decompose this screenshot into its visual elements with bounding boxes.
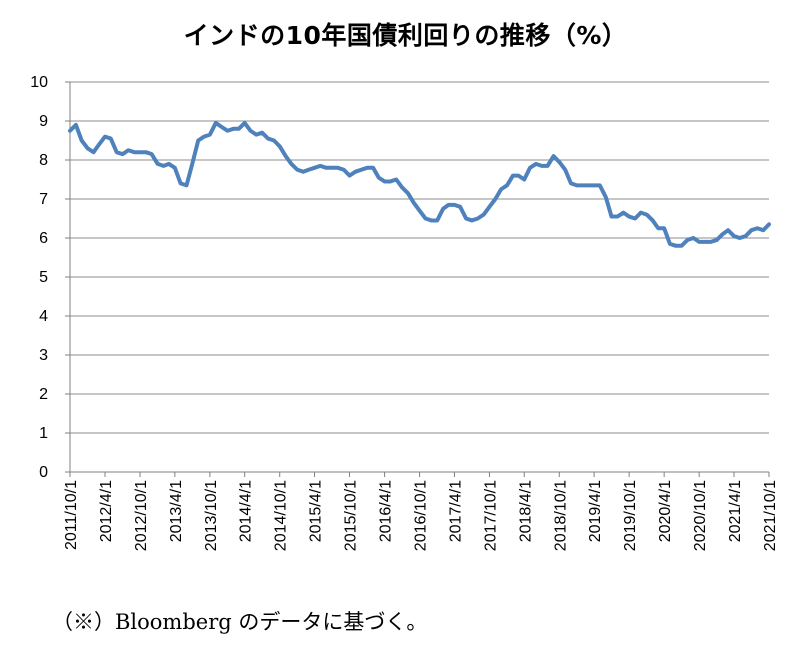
x-tick-label: 2016/10/1: [413, 480, 430, 551]
chart-title: インドの10年国債利回りの推移（%）: [183, 21, 628, 50]
x-tick-label: 2014/4/1: [238, 480, 255, 542]
y-tick-label: 8: [39, 152, 48, 169]
y-tick-label: 2: [39, 386, 48, 403]
x-tick-label: 2020/4/1: [657, 480, 674, 542]
x-tick-label: 2013/10/1: [203, 480, 220, 551]
y-tick-label: 10: [30, 74, 48, 91]
x-tick-label: 2016/4/1: [378, 480, 395, 542]
y-tick-label: 4: [39, 308, 48, 325]
x-tick-label: 2013/4/1: [168, 480, 185, 542]
x-tick-label: 2015/4/1: [308, 480, 325, 542]
y-tick-label: 9: [39, 113, 48, 130]
y-axis-ticks: 0 1 2 3 4 5 6 7 8 9 10: [30, 74, 70, 481]
x-tick-label: 2018/10/1: [552, 480, 569, 551]
x-tick-label: 2019/4/1: [587, 480, 604, 542]
x-tick-label: 2014/10/1: [273, 480, 290, 551]
x-tick-label: 2021/10/1: [762, 480, 779, 551]
x-axis-ticks: 2011/10/1 2012/4/1 2012/10/1 2013/4/1 2013/1…: [63, 472, 779, 551]
y-tick-label: 5: [39, 269, 48, 286]
y-tick-label: 3: [39, 347, 48, 364]
y-tick-label: 0: [39, 464, 48, 481]
x-tick-label: 2021/4/1: [727, 480, 744, 542]
x-tick-label: 2012/4/1: [98, 480, 115, 542]
y-tick-label: 7: [39, 191, 48, 208]
x-tick-label: 2019/10/1: [622, 480, 639, 551]
x-tick-label: 2018/4/1: [517, 480, 534, 542]
y-tick-label: 1: [39, 425, 48, 442]
x-tick-label: 2017/4/1: [447, 480, 464, 542]
gridlines: [70, 81, 769, 434]
x-tick-label: 2020/10/1: [692, 480, 709, 551]
x-tick-label: 2015/10/1: [343, 480, 360, 551]
x-tick-label: 2012/10/1: [133, 480, 150, 551]
x-tick-label: 2017/10/1: [482, 480, 499, 551]
x-tick-label: 2011/10/1: [63, 480, 80, 550]
footnote: （※）Bloomberg のデータに基づく。: [52, 610, 428, 634]
series-line: [68, 120, 771, 248]
y-tick-label: 6: [39, 230, 48, 247]
